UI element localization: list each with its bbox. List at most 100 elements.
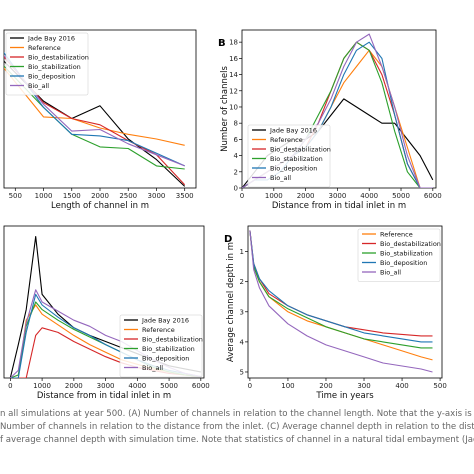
x-tick-label: 500 [9,192,22,200]
x-tick-label: 100 [281,382,294,390]
y-tick-label: 1 [240,248,244,256]
legend-box [357,228,441,282]
legend-entry: Bio_deposition [380,259,427,267]
y-tick-label: 12 [229,87,238,95]
axes-frame [247,225,443,379]
legend-entry: Bio_destabilization [28,54,89,62]
legend-entry: Bio_destabilization [142,336,203,344]
y-tick-label: 4 [240,338,245,346]
series-line-jade-bay-2016 [4,60,186,187]
x-tick-label: 6000 [424,192,442,200]
x-tick-label: 3000 [328,192,346,200]
panel-letter: D [224,234,232,245]
axes-frame [3,225,205,379]
caption-line-3: f average channel depth with simulation … [0,435,474,445]
y-tick-label: 8 [234,120,238,128]
series-line-bio-deposition [4,51,185,167]
legend-entry: Bio_stabilization [28,63,81,71]
legend-entry: Bio_all [380,269,401,277]
y-tick-label: 0 [234,185,238,193]
series-line-bio-all [249,230,433,373]
legend-entry: Bio_stabilization [142,345,195,353]
x-tick-label: 400 [395,382,408,390]
legend-box [5,32,89,96]
x-tick-label: 1000 [35,192,53,200]
legend-entry: Jade Bay 2016 [27,35,75,43]
series-line-reference [4,67,185,146]
figure-caption: n all simulations at year 500. (A) Numbe… [0,408,474,447]
caption-line-1: n all simulations at year 500. (A) Numbe… [0,409,474,419]
legend-entry: Bio_all [28,82,49,90]
panel-c: 0 1000 2000 3000 4000 5000 6000 Distance from i… [3,225,210,401]
x-tick-label: 5000 [392,192,410,200]
x-axis-label: Distance from in tidal inlet in m [272,201,406,211]
x-axis-label: Length of channel in m [51,201,149,211]
series-line-bio-deposition [249,230,433,343]
legend-box [247,124,331,188]
y-axis-label: Average channel depth in m [226,242,236,362]
legend-entry: Bio_all [142,364,163,372]
caption-line-2: Number of channels in relation to the di… [0,422,474,432]
x-axis-label: Distance from in tidal inlet in m [37,391,171,401]
axes-frame [241,29,437,189]
legend-box [119,314,203,378]
x-tick-label: 2000 [65,382,83,390]
legend-entry: Bio_destabilization [270,146,331,154]
x-tick-label: 2000 [91,192,109,200]
panel-b: 0 1000 2000 3000 4000 5000 6000 0 2 4 6 8 10 12 14 16 18… [218,29,442,211]
y-tick-label: 2 [234,168,238,176]
x-tick-label: 1000 [265,192,283,200]
x-axis-label: Time in years [315,391,374,401]
panel-letter: B [218,38,226,49]
x-tick-label: 1500 [63,192,81,200]
y-tick-label: 5 [240,368,244,376]
x-tick-label: 0 [8,382,12,390]
x-tick-label: 1000 [33,382,51,390]
x-tick-label: 3000 [97,382,115,390]
legend-entry: Bio_destabilization [380,240,441,248]
panel-a: 500 1000 1500 2000 2500 3000 3500 Length of cha… [3,29,197,211]
legend-entry: Jade Bay 2016 [141,317,189,325]
x-tick-label: 500 [433,382,446,390]
legend-entry: Bio_deposition [28,73,75,81]
x-tick-label: 3000 [148,192,166,200]
y-tick-label: 2 [240,278,244,286]
y-tick-label: 4 [234,152,239,160]
x-tick-label: 2000 [297,192,315,200]
y-tick-label: 10 [229,103,238,111]
legend-entry: Reference [380,231,413,239]
y-tick-label: 3 [240,308,244,316]
x-tick-label: 0 [240,192,244,200]
x-tick-label: 0 [248,382,252,390]
series-group [249,230,433,373]
y-tick-label: 16 [229,55,238,63]
x-tick-label: 200 [319,382,332,390]
y-axis-label: Number of channels [220,66,230,152]
legend-entry: Jade Bay 2016 [269,127,317,135]
x-tick-label: 3500 [176,192,194,200]
y-tick-label: 6 [234,136,239,144]
y-tick-label: 14 [229,71,238,79]
legend-entry: Reference [270,136,303,144]
legend-entry: Reference [28,44,61,52]
legend-entry: Bio_stabilization [380,250,433,258]
x-tick-label: 300 [357,382,370,390]
series-line-bio-stabilization [249,230,433,349]
legend-entry: Bio_stabilization [270,155,323,163]
x-tick-label: 2500 [119,192,137,200]
x-tick-label: 5000 [160,382,178,390]
legend-entry: Bio_all [270,174,291,182]
series-line-bio-all [4,54,185,167]
legend-entry: Bio_deposition [270,165,317,173]
series-group [4,51,186,187]
x-tick-label: 4000 [128,382,146,390]
x-tick-label: 6000 [192,382,210,390]
legend-entry: Reference [142,326,175,334]
y-tick-label: 18 [229,39,238,47]
legend-entry: Bio_deposition [142,355,189,363]
